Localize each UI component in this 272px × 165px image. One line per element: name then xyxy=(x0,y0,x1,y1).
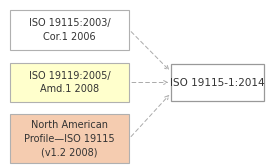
Text: ISO 19119:2005/
Amd.1 2008: ISO 19119:2005/ Amd.1 2008 xyxy=(29,70,110,95)
Text: ISO 19115-1:2014: ISO 19115-1:2014 xyxy=(170,78,265,87)
Text: ISO 19115:2003/
Cor.1 2006: ISO 19115:2003/ Cor.1 2006 xyxy=(29,18,110,42)
Bar xyxy=(10,10,129,50)
Text: North American
Profile—ISO 19115
(v1.2 2008): North American Profile—ISO 19115 (v1.2 2… xyxy=(24,120,115,158)
Bar xyxy=(171,64,264,101)
Bar xyxy=(10,63,129,102)
Bar xyxy=(10,114,129,163)
